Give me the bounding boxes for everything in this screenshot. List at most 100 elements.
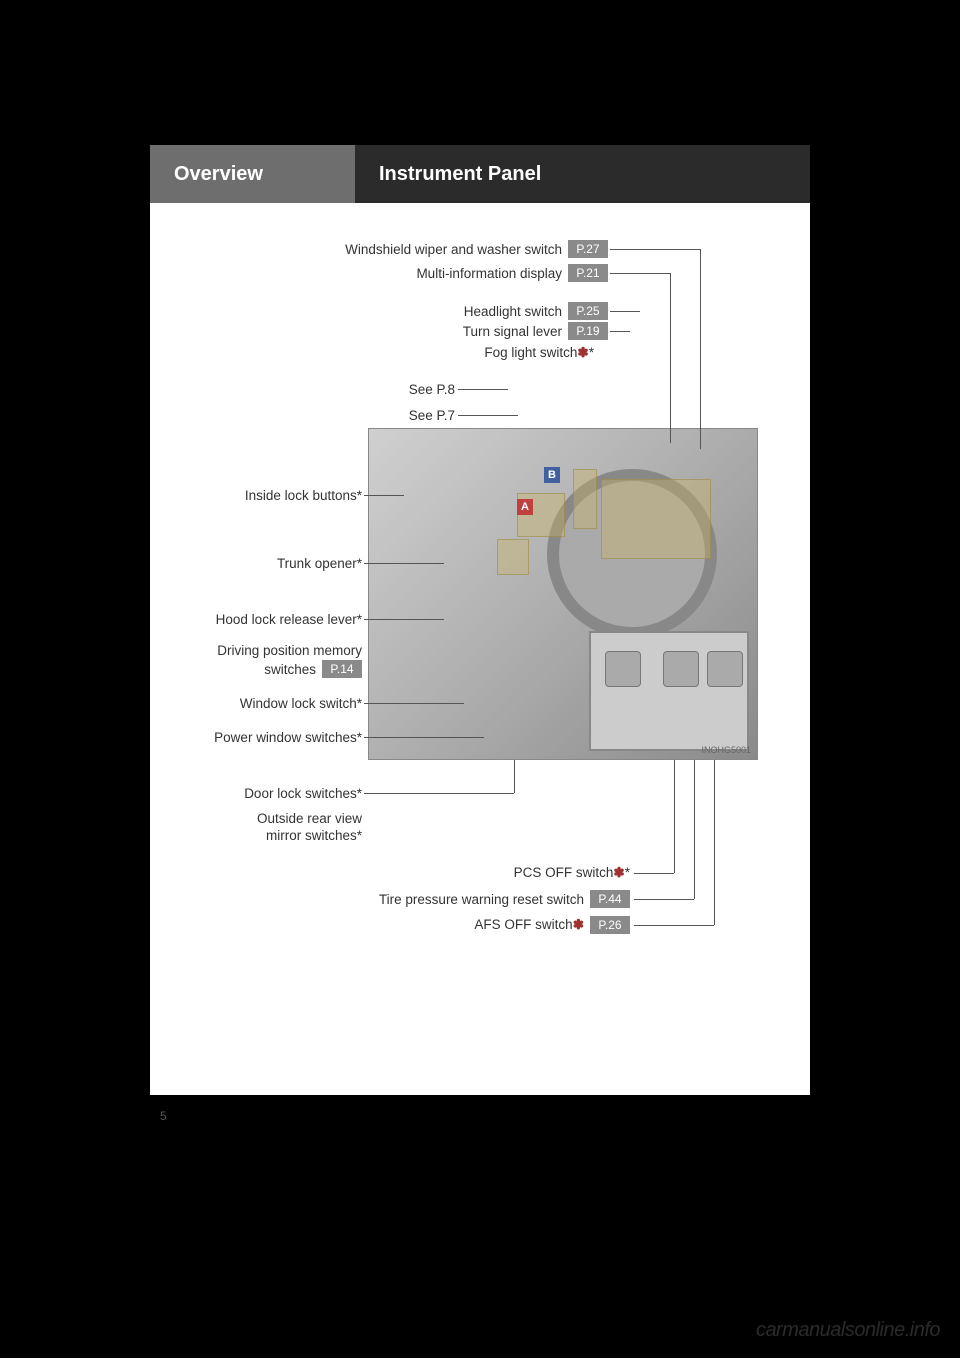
callout-label-line1: Outside rear view: [150, 811, 362, 826]
inset-panel: [589, 631, 749, 751]
leader-line: [610, 311, 640, 312]
label-text: Inside lock buttons: [245, 488, 357, 503]
leader-line: [364, 737, 484, 738]
callout-row: PCS OFF switch✽*: [150, 863, 630, 883]
footnote-star: *: [357, 612, 362, 627]
leader-line: [670, 273, 671, 443]
page-header: Overview Instrument Panel: [150, 145, 810, 203]
callout-row: Inside lock buttons*: [150, 485, 362, 505]
callout-label: Hood lock release lever*: [216, 612, 362, 627]
callout-label: Inside lock buttons*: [245, 488, 362, 503]
page-ref: P.27: [568, 240, 608, 258]
callout-label: Fog light switch✽*: [484, 345, 594, 361]
page-content: A B INOHG5001 Windshield wiper and washe…: [150, 203, 810, 1095]
page-ref: P.26: [590, 916, 630, 934]
footnote-star: *: [357, 488, 362, 503]
inset-afs-button: [707, 651, 743, 687]
label-text: Power window switches: [214, 730, 357, 745]
callout-label: Headlight switch: [464, 304, 562, 319]
callout-label-line2: switches: [264, 662, 316, 677]
label-text: PCS OFF switch: [514, 865, 614, 880]
callout-label: Trunk opener*: [277, 556, 362, 571]
leader-line: [714, 760, 715, 925]
callout-label: Multi-information display: [416, 266, 562, 281]
page-ref: P.14: [322, 660, 362, 678]
callout-label-line2: mirror switches*: [150, 828, 362, 843]
callout-label: Window lock switch*: [240, 696, 362, 711]
leader-line: [634, 873, 674, 874]
marker-a: A: [517, 499, 533, 515]
callout-row: Hood lock release lever*: [150, 609, 362, 629]
callout-label: Power window switches*: [214, 730, 362, 745]
optional-asterisk: ✽: [613, 865, 624, 880]
footnote-star: *: [357, 786, 362, 801]
label-text: Hood lock release lever: [216, 612, 357, 627]
page-ref: P.25: [568, 302, 608, 320]
leader-line: [694, 760, 695, 899]
callout-row: Multi-information display P.21: [150, 263, 608, 283]
leader-line: [700, 249, 701, 449]
leader-line: [364, 793, 514, 794]
callout-row: Turn signal lever P.19: [150, 321, 608, 341]
leader-line: [364, 703, 464, 704]
label-text: Door lock switches: [244, 786, 357, 801]
manual-page: Overview Instrument Panel A B INOHG5001 …: [150, 145, 810, 1095]
footnote-star: *: [357, 828, 362, 843]
label-text: Window lock switch: [240, 696, 357, 711]
see-ref: See P.7: [409, 408, 455, 423]
see-ref: See P.8: [409, 382, 455, 397]
callout-row: AFS OFF switch✽ P.26: [150, 915, 630, 935]
label-text: AFS OFF switch: [474, 917, 572, 932]
page-ref: P.21: [568, 264, 608, 282]
label-text: Fog light switch: [484, 345, 577, 360]
callout-row: Fog light switch✽*: [150, 343, 594, 363]
see-ref-row: See P.8: [150, 379, 455, 399]
section-overview: Overview: [150, 145, 355, 203]
callout-row: Trunk opener*: [150, 553, 362, 573]
inset-pcs-button: [605, 651, 641, 687]
callout-label-line1: Driving position memory: [150, 643, 362, 658]
image-caption: INOHG5001: [701, 745, 751, 755]
callout-row: Door lock switches*: [150, 783, 362, 803]
page-ref: P.19: [568, 322, 608, 340]
leader-line: [634, 925, 714, 926]
optional-asterisk: ✽: [577, 345, 588, 360]
callout-label: Tire pressure warning reset switch: [379, 892, 584, 907]
highlight-box: [573, 469, 597, 529]
label-text: mirror switches: [266, 828, 357, 843]
section-title: Instrument Panel: [355, 145, 810, 203]
label-text: Trunk opener: [277, 556, 357, 571]
watermark: carmanualsonline.info: [756, 1319, 940, 1342]
callout-row: Tire pressure warning reset switch P.44: [150, 889, 630, 909]
leader-line: [674, 760, 675, 873]
callout-row: Headlight switch P.25: [150, 301, 608, 321]
footnote-star: *: [357, 730, 362, 745]
dashboard-illustration: A B INOHG5001: [368, 428, 758, 760]
callout-label: Turn signal lever: [463, 324, 562, 339]
callout-row: Window lock switch*: [150, 693, 362, 713]
footnote-star: *: [589, 345, 594, 360]
leader-line: [610, 249, 700, 250]
leader-line: [634, 899, 694, 900]
see-ref-row: See P.7: [150, 405, 455, 425]
callout-label: AFS OFF switch✽: [474, 917, 584, 933]
highlight-box: [497, 539, 529, 575]
highlight-box: [601, 479, 711, 559]
leader-line: [458, 415, 518, 416]
leader-line: [458, 389, 508, 390]
leader-line: [610, 331, 630, 332]
page-number: 5: [160, 1109, 167, 1123]
marker-b: B: [544, 467, 560, 483]
leader-line: [610, 273, 670, 274]
callout-label: PCS OFF switch✽*: [514, 865, 630, 881]
leader-line: [364, 619, 444, 620]
callout-row: Windshield wiper and washer switch P.27: [150, 239, 608, 259]
inset-set-button: [663, 651, 699, 687]
callout-label: Windshield wiper and washer switch: [345, 242, 562, 257]
callout-label: Door lock switches*: [244, 786, 362, 801]
callout-row: Outside rear view mirror switches*: [150, 811, 362, 843]
footnote-star: *: [357, 696, 362, 711]
footnote-star: *: [625, 865, 630, 880]
page-ref: P.44: [590, 890, 630, 908]
leader-line: [364, 495, 404, 496]
